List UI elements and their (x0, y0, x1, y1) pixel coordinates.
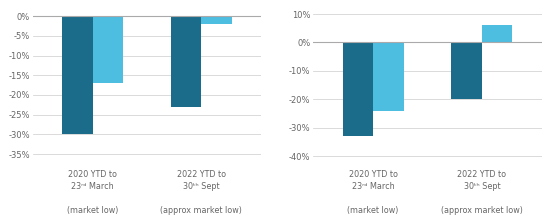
Bar (201, 16, 232, 24)
Bar (343, 42, 373, 136)
Bar (373, 42, 404, 111)
Bar (171, 16, 201, 107)
Bar (92, 16, 123, 83)
Bar (452, 42, 482, 99)
Bar (62, 16, 92, 134)
Bar (482, 25, 512, 42)
